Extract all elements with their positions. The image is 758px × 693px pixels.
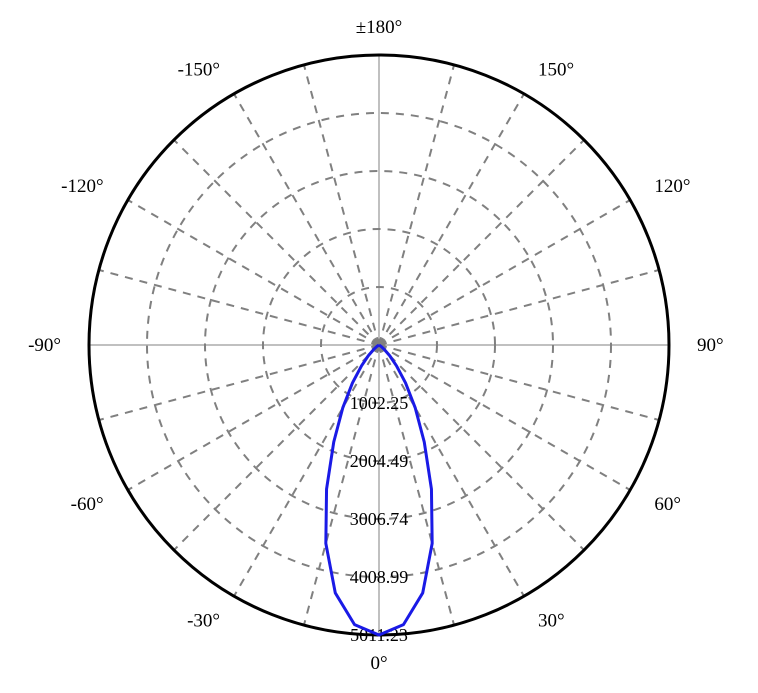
angle-label: 60° — [654, 494, 681, 515]
angle-label: ±180° — [356, 17, 403, 38]
angle-label: -150° — [178, 60, 220, 81]
radial-label: 3006.74 — [350, 509, 409, 529]
angle-label: -90° — [28, 335, 61, 356]
angle-label: -30° — [187, 610, 220, 631]
radial-label: 4008.99 — [350, 567, 409, 587]
angle-label: 0° — [370, 653, 387, 674]
angle-label: 120° — [654, 176, 690, 197]
angle-label: 30° — [538, 610, 565, 631]
polar-chart: 0° 30° 60° 90° 120° 150° ±180° -150° -120° -90° -6… — [0, 0, 758, 693]
angle-label: -120° — [61, 176, 103, 197]
angle-label: 90° — [697, 335, 724, 356]
radial-label: 1002.25 — [350, 393, 409, 413]
angle-label: 150° — [538, 60, 574, 81]
angle-label: -60° — [71, 494, 104, 515]
radial-label: 2004.49 — [350, 451, 409, 471]
